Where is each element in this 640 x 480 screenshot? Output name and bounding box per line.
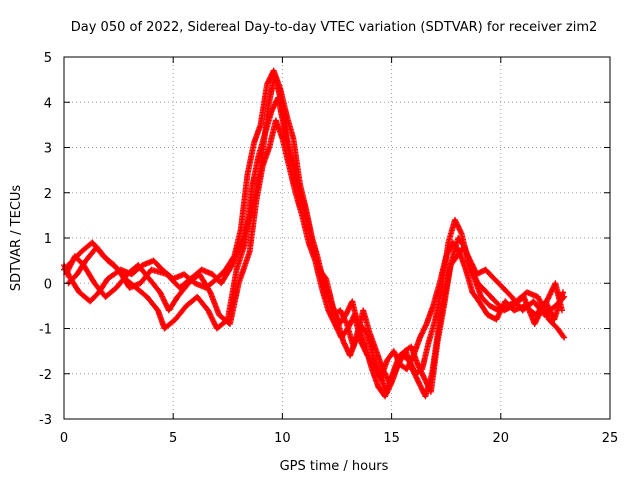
- data-point: [560, 333, 567, 340]
- data-points: [61, 67, 568, 400]
- y-tick-label: -3: [39, 413, 52, 428]
- y-tick-label: 1: [44, 232, 52, 247]
- y-tick-label: 4: [44, 96, 52, 111]
- data-point: [206, 288, 213, 295]
- y-tick-label: -1: [39, 323, 52, 338]
- x-tick-label: 20: [493, 431, 510, 446]
- x-tick-label: 15: [383, 431, 400, 446]
- x-axis-label: GPS time / hours: [280, 459, 389, 474]
- y-tick-label: -2: [39, 368, 52, 383]
- x-tick-label: 5: [169, 431, 177, 446]
- chart-title: Day 050 of 2022, Sidereal Day-to-day VTE…: [71, 20, 598, 35]
- series-track-a: [61, 67, 568, 400]
- y-tick-label: 5: [44, 51, 52, 66]
- x-tick-label: 25: [602, 431, 619, 446]
- axis-ticks: 0 5 10 15 20 25 -3 -2 -1 0 1 2 3 4 5: [39, 51, 618, 446]
- y-tick-label: 0: [44, 277, 52, 292]
- data-point: [561, 334, 568, 341]
- y-tick-label: 3: [44, 142, 52, 157]
- y-axis-label: SDTVAR / TECUs: [9, 185, 24, 292]
- series-track-b: [61, 94, 568, 386]
- y-tick-label: 2: [44, 187, 52, 202]
- series-track-d: [65, 72, 567, 400]
- grid: [64, 57, 610, 419]
- x-tick-label: 0: [60, 431, 68, 446]
- data-point: [560, 289, 567, 296]
- x-tick-label: 10: [274, 431, 291, 446]
